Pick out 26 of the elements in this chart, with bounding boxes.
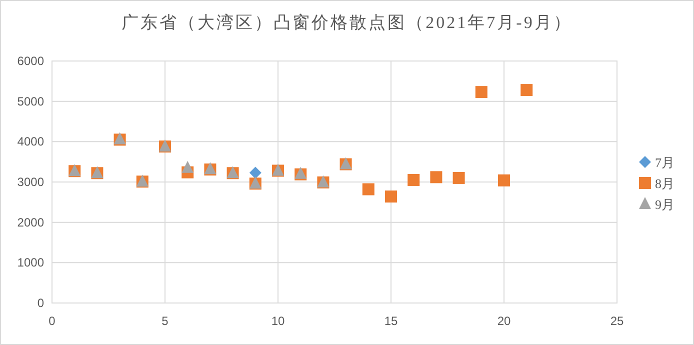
x-tick-label: 10 (271, 314, 285, 328)
point (408, 174, 420, 186)
point (475, 86, 488, 98)
legend-label: 7月 (655, 155, 674, 170)
y-tick-label: 5000 (17, 94, 44, 108)
y-tick-label: 2000 (17, 215, 44, 230)
point (430, 171, 442, 184)
x-tick-label: 5 (162, 314, 169, 328)
x-tick-label: 0 (48, 314, 56, 328)
y-tick-label: 1000 (17, 256, 44, 270)
y-tick-label: 6000 (17, 54, 44, 68)
point (520, 84, 533, 96)
y-tick-label: 4000 (17, 134, 44, 149)
y-tick-label: 3000 (17, 175, 44, 189)
point (452, 172, 465, 184)
point (385, 190, 397, 203)
legend-label: 9月 (655, 197, 674, 212)
x-tick-label: 20 (497, 314, 511, 328)
point (498, 174, 510, 186)
legend-label: 8月 (655, 176, 674, 191)
x-tick-label: 15 (384, 314, 398, 328)
point (182, 160, 194, 173)
chart-title: 广东省（大湾区）凸窗价格散点图（2021年7月-9月） (122, 13, 572, 32)
x-tick-label: 25 (610, 314, 624, 328)
point (362, 183, 374, 196)
y-tick-label: 0 (37, 296, 44, 310)
